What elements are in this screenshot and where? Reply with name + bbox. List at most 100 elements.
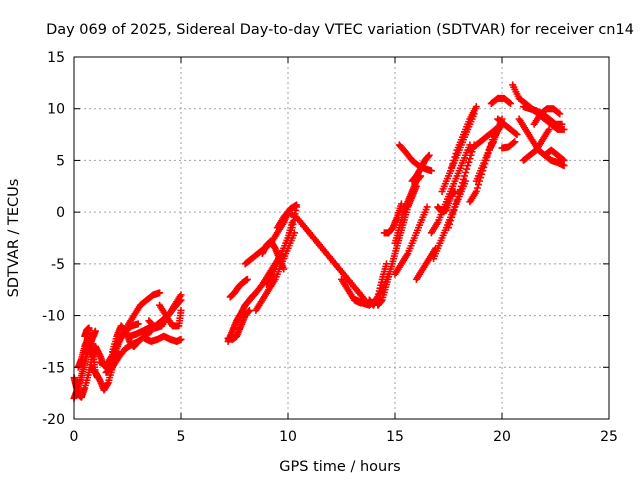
data-point [451, 153, 459, 161]
data-point [177, 335, 185, 343]
series-arc21 [258, 237, 288, 273]
data-point [560, 156, 568, 164]
series-arc22 [263, 203, 301, 289]
data-point [462, 168, 470, 176]
series-arc14 [156, 301, 185, 330]
data-point [457, 182, 465, 190]
x-tick-label: 5 [177, 429, 186, 445]
data-point [467, 151, 475, 159]
series-arc36 [427, 141, 474, 237]
data-point [556, 110, 564, 118]
data-point [449, 160, 457, 168]
series-arc38 [434, 187, 459, 216]
data-point [461, 172, 469, 180]
data-point [280, 265, 288, 273]
data-point [454, 193, 462, 201]
chart-title: Day 069 of 2025, Sidereal Day-to-day VTE… [46, 22, 634, 38]
data-point [555, 109, 563, 117]
series-arc34 [408, 151, 433, 185]
x-axis-label: GPS time / hours [279, 459, 400, 475]
y-axis-label: SDTVAR / TECUs [6, 179, 22, 298]
x-tick-label: 0 [70, 429, 79, 445]
data-point [453, 196, 461, 204]
data-point [447, 167, 455, 175]
y-tick-label: 5 [56, 153, 65, 169]
data-point [466, 155, 474, 163]
data-point [559, 156, 567, 164]
data-point [505, 99, 513, 107]
ticks: 0 5 10 15 20 25 -20 -15 -10 -5 0 5 10 15 [42, 50, 618, 445]
data-point [473, 184, 481, 192]
y-tick-label: 0 [56, 205, 65, 221]
y-tick-label: -15 [42, 360, 65, 376]
data-point [243, 275, 251, 283]
plot-border [73, 56, 610, 420]
data-point [134, 337, 142, 345]
series-arc25 [297, 218, 365, 299]
data-point [456, 186, 464, 194]
series-arc51 [519, 125, 553, 164]
data-point [560, 125, 568, 133]
data-point [455, 189, 463, 197]
data-point [293, 201, 301, 209]
data-point [472, 187, 480, 195]
data-point [511, 138, 519, 146]
data-point [459, 175, 467, 183]
data-point [512, 130, 520, 138]
data-point [177, 306, 185, 314]
data-point [507, 100, 515, 108]
data-point [449, 210, 457, 218]
series-arc16 [224, 306, 253, 343]
series-arc54 [541, 146, 568, 164]
y-tick-label: -10 [42, 309, 65, 325]
data-point [465, 158, 473, 166]
data-point [447, 217, 455, 225]
series-arc44 [466, 125, 500, 154]
data-point [91, 327, 99, 335]
data-point [446, 220, 454, 228]
data-point [450, 156, 458, 164]
data-point [545, 125, 553, 133]
data-point [450, 206, 458, 214]
series-arc12 [141, 332, 185, 345]
series-arc32 [391, 203, 431, 278]
series-arc17 [226, 275, 251, 301]
data-point [245, 306, 253, 314]
data-point [134, 320, 142, 328]
data-point [452, 200, 460, 208]
series-arc48 [498, 138, 519, 152]
data-markers [70, 81, 568, 402]
data-point [513, 131, 521, 139]
data-point [177, 291, 185, 299]
x-tick-label: 15 [386, 429, 404, 445]
data-point [558, 120, 566, 128]
data-point [464, 162, 472, 170]
y-tick-label: -5 [51, 257, 65, 273]
data-point [472, 103, 480, 111]
data-point [425, 151, 433, 159]
y-tick-label: 10 [47, 102, 65, 118]
data-point [448, 213, 456, 221]
y-tick-label: -20 [42, 412, 65, 428]
y-tick-label: 15 [47, 50, 65, 66]
data-point [448, 163, 456, 171]
data-point [451, 187, 459, 195]
data-point [452, 150, 460, 158]
data-point [451, 203, 459, 211]
data-point [510, 139, 518, 147]
data-point [445, 224, 452, 232]
series-arc47 [494, 115, 521, 139]
data-point [458, 179, 466, 187]
series-arc53 [530, 105, 564, 128]
data-point [156, 289, 164, 297]
data-point [427, 167, 435, 175]
data-point [463, 165, 471, 173]
data-point [357, 291, 365, 299]
x-tick-label: 25 [600, 429, 618, 445]
series-arc46 [487, 94, 515, 108]
series-arc41 [447, 103, 480, 175]
x-tick-label: 20 [493, 429, 511, 445]
series-arc10 [124, 289, 164, 330]
